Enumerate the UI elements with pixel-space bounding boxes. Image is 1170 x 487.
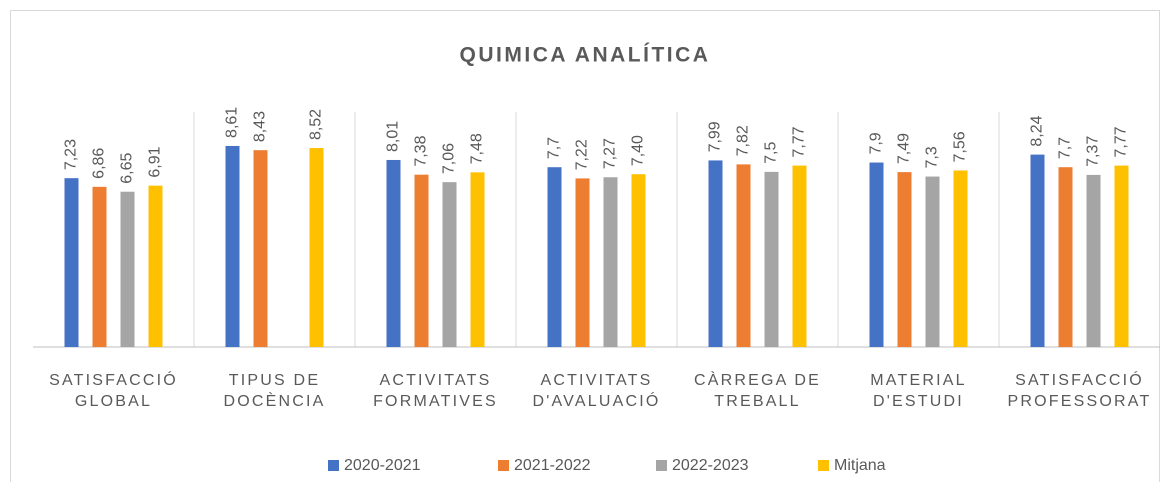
bar: [148, 185, 163, 347]
bar: [1086, 174, 1101, 347]
bar: [897, 172, 912, 347]
bar: [470, 172, 485, 347]
bar: [1114, 165, 1129, 347]
bar: [953, 170, 968, 347]
data-label: 6,91: [147, 146, 164, 177]
data-label: 7,49: [896, 133, 913, 164]
data-label: 7,99: [707, 121, 724, 152]
data-label: 7,48: [469, 133, 486, 164]
chart-title: QUIMICA ANALÍTICA: [460, 44, 711, 67]
bar: [1058, 167, 1073, 347]
x-tick-label: GLOBAL: [75, 393, 152, 410]
bar: [631, 174, 646, 347]
data-label: 7,27: [602, 138, 619, 169]
bar: [708, 160, 723, 347]
bar: [414, 174, 429, 347]
bar: [547, 167, 562, 347]
data-label: 8,52: [308, 109, 325, 140]
bar: [92, 186, 107, 347]
data-label: 7,38: [413, 135, 430, 166]
bar: [925, 176, 940, 347]
x-tick-label: TREBALL: [714, 393, 801, 410]
x-tick-label: D'ESTUDI: [873, 393, 964, 410]
bar: [253, 150, 268, 347]
data-label: 7,7: [1057, 137, 1074, 159]
legend-label: 2021-2022: [514, 457, 591, 474]
data-label: 8,61: [224, 107, 241, 138]
data-label: 7,77: [791, 126, 808, 157]
data-label: 8,43: [252, 111, 269, 142]
x-tick-label: ACTIVITATS: [540, 372, 652, 389]
data-label: 7,56: [952, 131, 969, 162]
data-label: 7,3: [924, 146, 941, 168]
data-label: 8,01: [385, 121, 402, 152]
bar: [764, 171, 779, 347]
bar: [309, 148, 324, 347]
data-label: 7,5: [763, 142, 780, 164]
data-label: 7,06: [441, 143, 458, 174]
x-tick-label: D'AVALUACIÓ: [532, 391, 660, 410]
bar: [869, 162, 884, 347]
bar: [792, 165, 807, 347]
x-tick-label: SATISFACCIÓ: [49, 370, 178, 389]
x-tick-label: DOCÈNCIA: [223, 391, 325, 410]
legend-swatch: [656, 460, 667, 471]
data-label: 7,22: [574, 139, 591, 170]
bar: [120, 191, 135, 347]
data-label: 7,7: [546, 137, 563, 159]
bar: [575, 178, 590, 347]
data-label: 7,37: [1085, 136, 1102, 167]
legend-swatch: [328, 460, 339, 471]
data-label: 8,24: [1029, 115, 1046, 146]
bar: [64, 178, 79, 347]
bar: [736, 164, 751, 347]
data-label: 6,65: [119, 152, 136, 183]
data-label: 7,82: [735, 125, 752, 156]
x-tick-label: FORMATIVES: [373, 393, 498, 410]
data-label: 7,9: [868, 132, 885, 154]
bar: [386, 159, 401, 347]
legend-label: 2022-2023: [672, 457, 749, 474]
data-label: 7,40: [630, 135, 647, 166]
bar: [442, 182, 457, 347]
bar: [603, 177, 618, 347]
data-label: 7,23: [63, 139, 80, 170]
legend-swatch: [498, 460, 509, 471]
x-tick-label: ACTIVITATS: [379, 372, 491, 389]
x-tick-label: MATERIAL: [870, 372, 966, 389]
x-tick-label: CÀRREGA DE: [694, 370, 821, 389]
bar: [1030, 154, 1045, 347]
bar: [225, 145, 240, 347]
legend-label: 2020-2021: [344, 457, 421, 474]
legend-swatch: [818, 460, 829, 471]
legend-label: Mitjana: [834, 457, 886, 474]
x-tick-label: SATISFACCIÓ: [1015, 370, 1144, 389]
data-label: 6,86: [91, 148, 108, 179]
data-label: 7,77: [1113, 126, 1130, 157]
x-tick-label: PROFESSORAT: [1008, 393, 1152, 410]
x-tick-label: TIPUS DE: [229, 372, 320, 389]
